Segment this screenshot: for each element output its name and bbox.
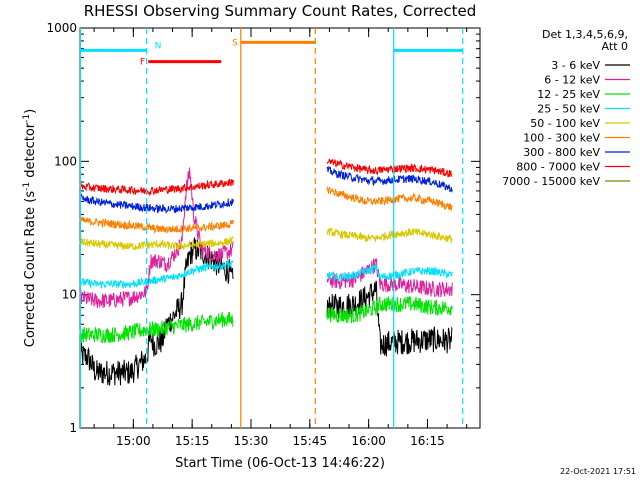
series-line-0-seg1 [79,237,234,386]
x-tick-label: 16:15 [410,434,445,448]
flag-label: N [155,41,162,51]
legend-entry-label: 7000 - 15000 keV [502,175,600,188]
legend-entry-label: 50 - 100 keV [530,117,600,130]
series-line-5-seg1 [79,216,234,235]
x-tick-label: 15:45 [293,434,328,448]
series-line-5-seg2 [326,186,453,212]
legend-entry-label: 12 - 25 keV [537,88,600,101]
plot-area: 1 10 100 1000 15:00 15:15 15:30 15:45 16:00 16:15… [46,21,481,448]
series-line-3-seg1 [79,259,234,290]
series-line-4-seg1 [79,236,234,251]
x-tick-label: 15:00 [116,434,151,448]
y-tick-label: 10 [62,288,77,302]
y-axis-label-main: Corrected Count Rate (s [23,191,38,348]
x-tick-label: 15:30 [234,434,269,448]
series-line-6-seg1 [79,193,234,214]
series-line-7-seg2 [326,158,453,178]
legend-entry-label: 100 - 300 keV [523,132,600,145]
series-line-4-seg2 [326,227,453,244]
series-line-0-seg2 [326,280,453,357]
legend-header-line: Det 1,3,4,5,6,9, [542,28,628,41]
legend-entry-label: 3 - 6 keV [551,59,600,72]
y-tick-label: 100 [54,154,77,168]
flag-label: S [232,38,238,48]
y-axis-label-end: ) [23,109,38,114]
legend-header-line: Att 0 [602,40,628,53]
legend: Det 1,3,4,5,6,9,Att 03 - 6 keV 6 - 12 keV… [502,28,630,188]
y-axis-label-sup2: -1 [22,114,32,123]
y-tick-label: 1000 [46,21,77,35]
series-line-3-seg2 [326,263,453,283]
series-line-2-seg2 [326,296,453,324]
series-line-2-seg1 [79,311,234,344]
x-tick-label: 15:15 [175,434,210,448]
y-tick-label: 1 [69,421,77,435]
y-axis-label-mid: detector [23,122,38,182]
legend-entry-label: 6 - 12 keV [544,74,600,87]
y-axis-label: Corrected Count Rate (s-1 detector-1) [22,109,38,347]
x-axis-label: Start Time (06-Oct-13 14:46:22) [175,456,385,471]
x-tick-label: 16:00 [351,434,386,448]
legend-entry-label: 300 - 800 keV [523,146,600,159]
flag-label: F [140,58,145,68]
chart-title: RHESSI Observing Summary Count Rates, Co… [84,2,477,20]
footer-date: 22-Oct-2021 17:51 [560,467,636,476]
series-line-6-seg2 [326,165,453,193]
legend-entry-label: 800 - 7000 keV [516,161,600,174]
y-axis-label-sup1: -1 [22,182,32,191]
series-line-7-seg1 [79,178,234,197]
legend-entry-label: 25 - 50 keV [537,103,600,116]
plot-frame [79,27,481,429]
series-line-1-seg1 [79,167,234,309]
